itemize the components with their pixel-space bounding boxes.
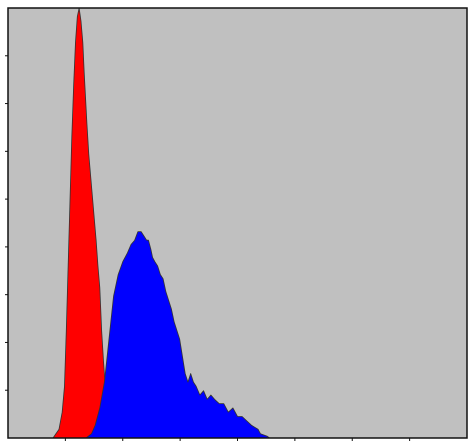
series-area-2 xyxy=(85,231,271,439)
series-layer xyxy=(52,7,271,439)
plot-frame xyxy=(7,7,468,439)
